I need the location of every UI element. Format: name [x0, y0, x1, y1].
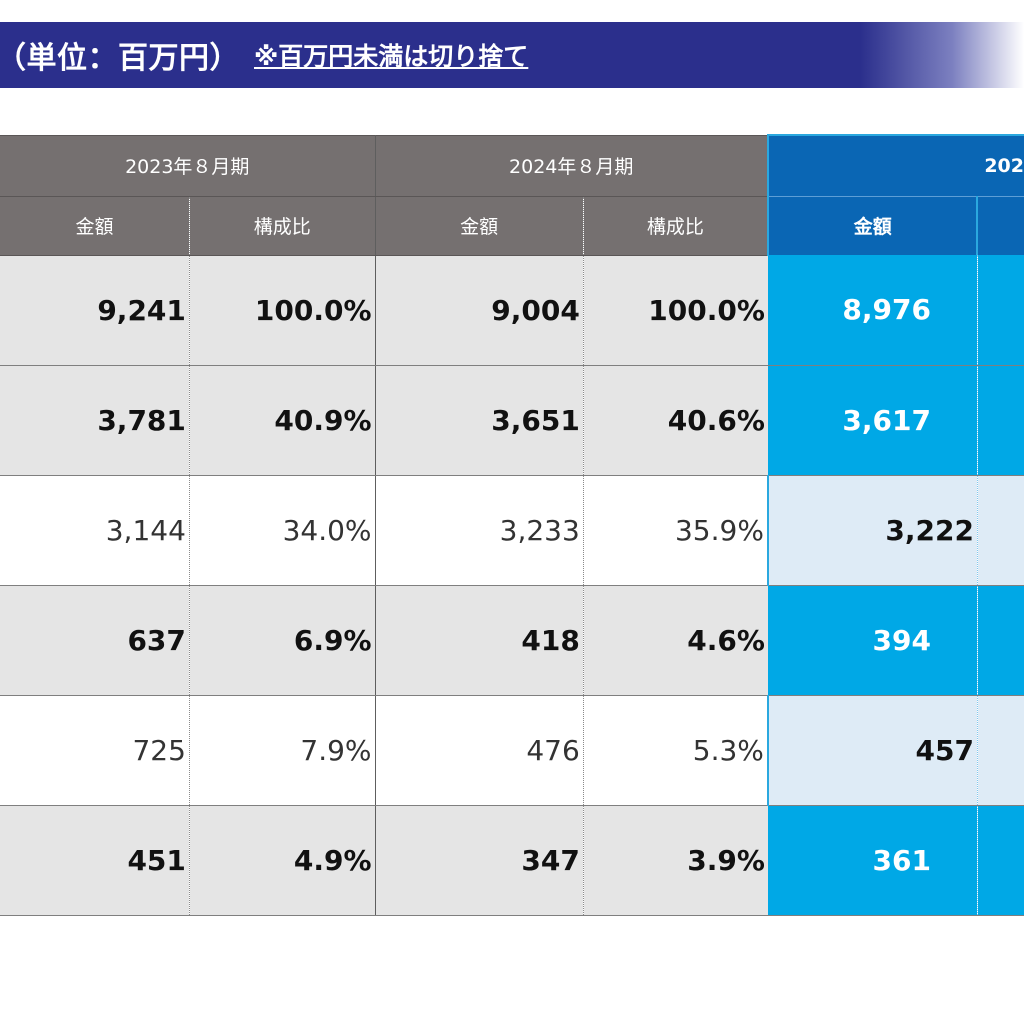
- subheader-row: 金額 構成比 金額 構成比 金額: [0, 196, 1024, 256]
- table-row: 9,241 100.0% 9,004 100.0% 8,976: [0, 255, 1024, 366]
- cell-amount-current: 457: [766, 695, 978, 806]
- period-header-current: 202: [766, 134, 1024, 197]
- cell-ratio-2023: 4.9%: [189, 805, 376, 916]
- cell-ratio-2024: 35.9%: [583, 475, 768, 586]
- cell-amount-current: 8,976: [767, 255, 978, 366]
- cell-ratio-2023: 34.0%: [189, 475, 376, 586]
- subheader-amount-2024: 金額: [375, 196, 584, 256]
- subheader-ratio-2023: 構成比: [189, 196, 376, 256]
- table-row: 637 6.9% 418 4.6% 394: [0, 585, 1024, 696]
- table-row: 725 7.9% 476 5.3% 457: [0, 695, 1024, 806]
- unit-label: （単位：百万円）: [0, 41, 240, 76]
- cell-ratio-2024: 5.3%: [583, 695, 768, 806]
- cell-amount-2024: 3,233: [375, 475, 584, 586]
- table-row: 3,144 34.0% 3,233 35.9% 3,222: [0, 475, 1024, 586]
- cell-ratio-current: [977, 475, 1024, 586]
- cell-amount-2023: 451: [0, 805, 190, 916]
- subheader-ratio-current: [976, 196, 1024, 255]
- cell-amount-current: 394: [767, 585, 978, 696]
- cell-ratio-current: [977, 695, 1024, 806]
- period-header-2024: 2024年８月期: [375, 134, 768, 197]
- cell-ratio-2023: 40.9%: [189, 365, 376, 476]
- cell-ratio-2024: 100.0%: [583, 255, 768, 366]
- cell-amount-2024: 3,651: [375, 365, 584, 476]
- financial-table: 2023年８月期 2024年８月期 202 金額 構成比 金額 構成比 金額 9…: [0, 134, 1024, 916]
- cell-amount-2024: 9,004: [375, 255, 584, 366]
- cell-amount-2023: 3,781: [0, 365, 190, 476]
- cell-ratio-2023: 7.9%: [189, 695, 376, 806]
- cell-amount-2023: 637: [0, 585, 190, 696]
- cell-amount-2024: 418: [375, 585, 584, 696]
- cell-amount-current: 3,222: [766, 475, 978, 586]
- cell-ratio-current: [977, 365, 1024, 476]
- cell-ratio-2023: 6.9%: [189, 585, 376, 696]
- cell-ratio-2024: 40.6%: [583, 365, 768, 476]
- cell-ratio-current: [977, 805, 1024, 916]
- subheader-amount-current: 金額: [766, 196, 978, 255]
- table-row: 3,781 40.9% 3,651 40.6% 3,617: [0, 365, 1024, 476]
- cell-amount-2023: 9,241: [0, 255, 190, 366]
- title-bar: （単位：百万円） ※百万円未満は切り捨て: [0, 22, 1024, 88]
- cell-amount-2024: 347: [375, 805, 584, 916]
- cell-ratio-2024: 3.9%: [583, 805, 768, 916]
- table-body: 9,241 100.0% 9,004 100.0% 8,976 3,781 40.9% 3,6…: [0, 255, 1024, 916]
- cell-amount-2024: 476: [375, 695, 584, 806]
- cell-ratio-current: [977, 585, 1024, 696]
- cell-amount-current: 3,617: [767, 365, 978, 476]
- cell-ratio-2024: 4.6%: [583, 585, 768, 696]
- period-header-2023: 2023年８月期: [0, 134, 376, 197]
- table-row: 451 4.9% 347 3.9% 361: [0, 805, 1024, 916]
- truncation-note: ※百万円未満は切り捨て: [254, 42, 529, 71]
- period-header-row: 2023年８月期 2024年８月期 202: [0, 134, 1024, 197]
- subheader-ratio-2024: 構成比: [583, 196, 768, 256]
- cell-amount-2023: 3,144: [0, 475, 190, 586]
- cell-ratio-current: [977, 255, 1024, 366]
- cell-ratio-2023: 100.0%: [189, 255, 376, 366]
- subheader-amount-2023: 金額: [0, 196, 190, 256]
- cell-amount-current: 361: [767, 805, 978, 916]
- cell-amount-2023: 725: [0, 695, 190, 806]
